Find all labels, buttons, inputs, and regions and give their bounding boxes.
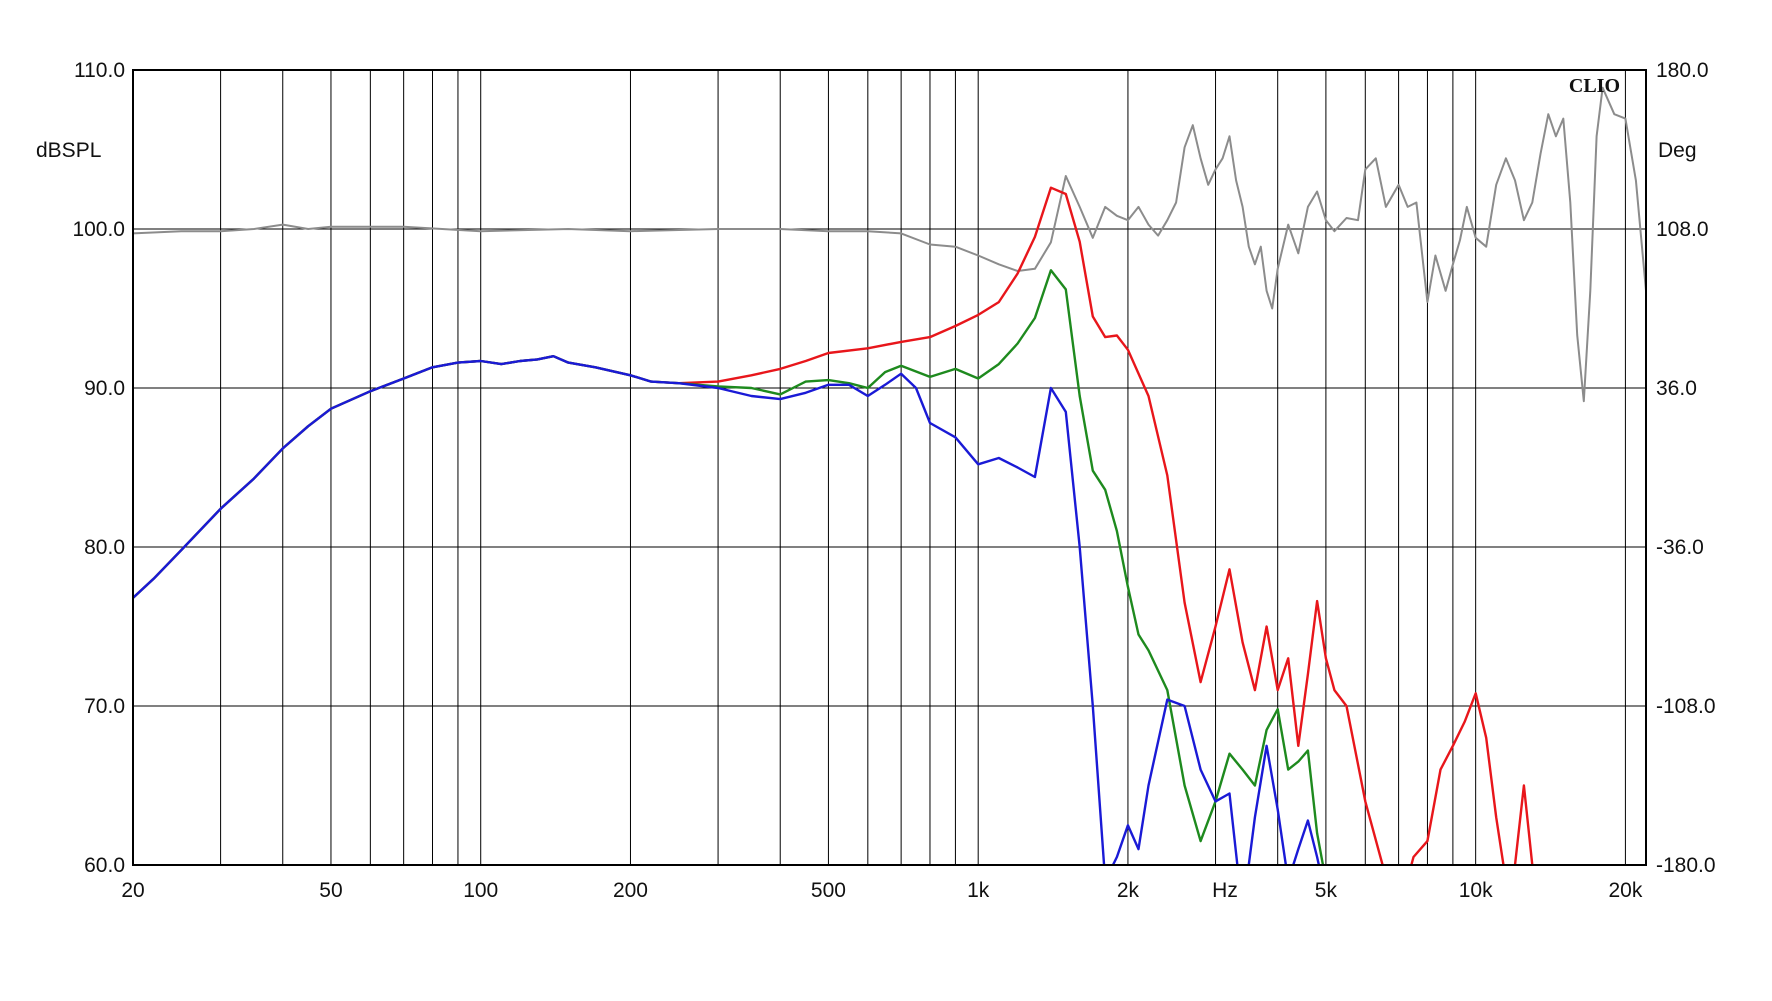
y-tick-label: 90.0	[84, 377, 125, 400]
y2-axis-title: Deg	[1658, 139, 1697, 162]
blue-series-line	[133, 355, 1321, 865]
y-tick-label: 70.0	[84, 695, 125, 718]
y-tick-label: 60.0	[84, 854, 125, 877]
y2-tick-label: 180.0	[1656, 59, 1709, 82]
x-tick-label: 20k	[1608, 879, 1642, 902]
red-series-line	[133, 186, 1534, 865]
x-axis-title: Hz	[1212, 879, 1238, 902]
y2-tick-label: -108.0	[1656, 695, 1716, 718]
y-axis-title: dBSPL	[36, 139, 101, 162]
y-tick-label: 100.0	[72, 218, 125, 241]
axis-labels: 60.0 70.0 80.0 90.0 100.0 110.0 -180.0 -108.0 -3…	[72, 59, 1715, 902]
x-tick-label: 200	[613, 879, 648, 902]
x-tick-label: 20	[121, 879, 144, 902]
x-tick-label: 100	[463, 879, 498, 902]
clio-brand-logo: CLIO	[1569, 75, 1620, 97]
plot-frame	[132, 69, 1647, 866]
x-tick-label: 10k	[1459, 879, 1493, 902]
series-layer	[133, 86, 1646, 865]
gray-series-line	[133, 86, 1646, 403]
x-tick-label: 500	[811, 879, 846, 902]
y2-tick-label: -180.0	[1656, 854, 1716, 877]
x-tick-label: 50	[319, 879, 342, 902]
y2-tick-label: 36.0	[1656, 377, 1697, 400]
x-tick-label: 2k	[1117, 879, 1140, 902]
x-tick-label: 1k	[967, 879, 990, 902]
y2-tick-label: -36.0	[1656, 536, 1704, 559]
y-tick-label: 80.0	[84, 536, 125, 559]
y2-tick-label: 108.0	[1656, 218, 1709, 241]
y-tick-label: 110.0	[74, 59, 125, 82]
x-tick-label: 5k	[1315, 879, 1338, 902]
grid	[132, 69, 1646, 866]
